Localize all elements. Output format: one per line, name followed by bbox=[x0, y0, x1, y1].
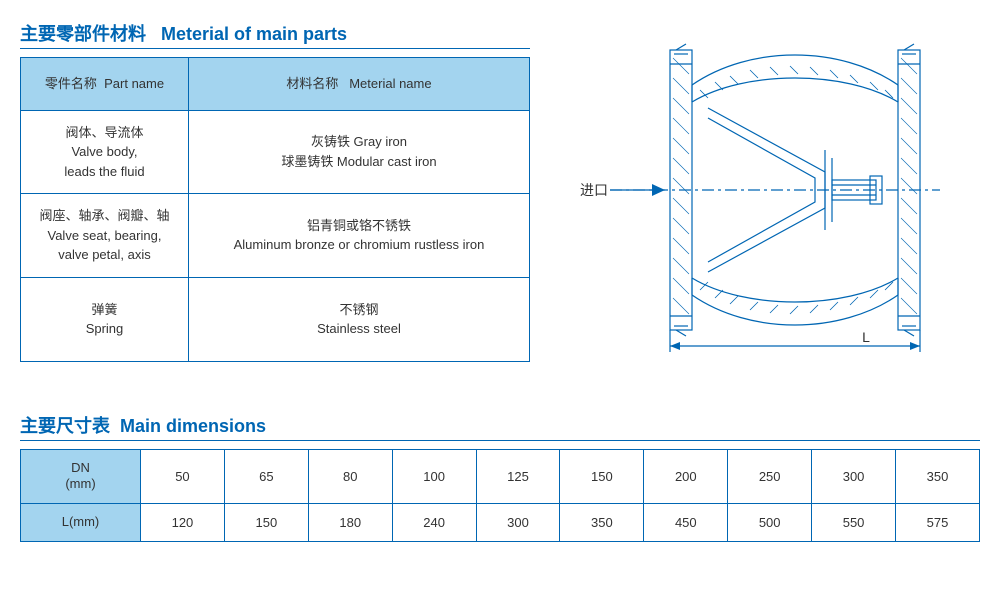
dn-cell: 100 bbox=[392, 449, 476, 504]
part-cell: 阀座、轴承、阀瓣、轴 Valve seat, bearing, valve pe… bbox=[21, 194, 189, 278]
dimensions-block: 主要尺寸表 Main dimensions DN (mm) 50 65 80 1… bbox=[20, 412, 980, 543]
material-cell: 铝青铜或铬不锈铁 Aluminum bronze or chromium rus… bbox=[188, 194, 529, 278]
dn-row-head: DN (mm) bbox=[21, 449, 141, 504]
table-row: 阀体、导流体 Valve body, leads the fluid 灰铸铁 G… bbox=[21, 110, 530, 194]
l-cell: 350 bbox=[560, 504, 644, 542]
part-cell: 弹簧 Spring bbox=[21, 277, 189, 361]
l-cell: 450 bbox=[644, 504, 728, 542]
table-header-row: 零件名称 Part name 材料名称 Meterial name bbox=[21, 58, 530, 111]
l-cell: 150 bbox=[224, 504, 308, 542]
table-row: 阀座、轴承、阀瓣、轴 Valve seat, bearing, valve pe… bbox=[21, 194, 530, 278]
dn-cell: 80 bbox=[308, 449, 392, 504]
dim-l-label: L bbox=[862, 329, 870, 345]
table-row: 弹簧 Spring 不锈钢 Stainless steel bbox=[21, 277, 530, 361]
dimensions-table: DN (mm) 50 65 80 100 125 150 200 250 300… bbox=[20, 449, 980, 543]
materials-table: 零件名称 Part name 材料名称 Meterial name 阀体、导流体… bbox=[20, 57, 530, 362]
dn-cell: 350 bbox=[896, 449, 980, 504]
dn-cell: 50 bbox=[141, 449, 225, 504]
dimensions-title: 主要尺寸表 Main dimensions bbox=[20, 412, 980, 441]
dn-cell: 300 bbox=[812, 449, 896, 504]
l-cell: 120 bbox=[141, 504, 225, 542]
material-cell: 不锈钢 Stainless steel bbox=[188, 277, 529, 361]
dn-cell: 250 bbox=[728, 449, 812, 504]
materials-title: 主要零部件材料 Meterial of main parts bbox=[20, 20, 530, 49]
materials-title-en: Meterial of main parts bbox=[161, 24, 347, 44]
l-cell: 500 bbox=[728, 504, 812, 542]
dimensions-title-cn: 主要尺寸表 bbox=[20, 416, 110, 436]
l-cell: 300 bbox=[476, 504, 560, 542]
material-cell: 灰铸铁 Gray iron 球墨铸铁 Modular cast iron bbox=[188, 110, 529, 194]
dn-cell: 150 bbox=[560, 449, 644, 504]
l-cell: 575 bbox=[896, 504, 980, 542]
valve-diagram: 进口 bbox=[570, 20, 980, 360]
header-material: 材料名称 Meterial name bbox=[188, 58, 529, 111]
l-row-head: L(mm) bbox=[21, 504, 141, 542]
part-cell: 阀体、导流体 Valve body, leads the fluid bbox=[21, 110, 189, 194]
l-cell: 550 bbox=[812, 504, 896, 542]
materials-block: 主要零部件材料 Meterial of main parts 零件名称 Part… bbox=[20, 20, 530, 362]
dn-cell: 65 bbox=[224, 449, 308, 504]
materials-title-cn: 主要零部件材料 bbox=[20, 24, 146, 44]
header-part: 零件名称 Part name bbox=[21, 58, 189, 111]
valve-svg: L bbox=[570, 30, 960, 360]
l-row: L(mm) 120 150 180 240 300 350 450 500 55… bbox=[21, 504, 980, 542]
dn-cell: 200 bbox=[644, 449, 728, 504]
l-cell: 240 bbox=[392, 504, 476, 542]
top-section: 主要零部件材料 Meterial of main parts 零件名称 Part… bbox=[20, 20, 980, 362]
inlet-label: 进口 bbox=[580, 180, 608, 200]
l-cell: 180 bbox=[308, 504, 392, 542]
dn-row: DN (mm) 50 65 80 100 125 150 200 250 300… bbox=[21, 449, 980, 504]
dn-cell: 125 bbox=[476, 449, 560, 504]
dimensions-title-en: Main dimensions bbox=[120, 416, 266, 436]
